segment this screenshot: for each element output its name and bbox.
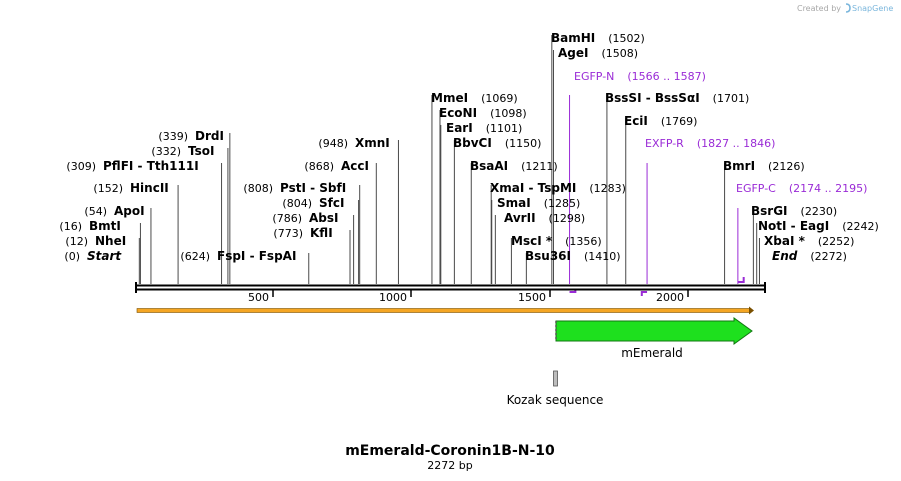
site-position: (1211): [521, 160, 558, 173]
site-position: (1769): [661, 115, 698, 128]
site-position: (808): [243, 182, 273, 195]
site-position: (2242): [842, 220, 879, 233]
site-labels: (0) Start(12) NheI (16) BmtI(54) ApoI (152) Hin…: [59, 31, 878, 263]
site-name: SmaI: [497, 196, 531, 210]
snapgene-logo-icon: [845, 3, 851, 13]
site-position: (1150): [505, 137, 542, 150]
site-name: FspI - FspAI: [217, 249, 296, 263]
site-name: AbsI: [309, 211, 338, 225]
site-name: NheI: [95, 234, 126, 248]
site-position: (1508): [601, 47, 638, 60]
primer-name: EXFP-R: [645, 137, 684, 150]
tick-label: 1500: [518, 291, 546, 304]
site-name: AccI: [341, 159, 369, 173]
site-position: (1101): [486, 122, 523, 135]
primer-mark: [640, 291, 648, 296]
site-name: BsaAI: [470, 159, 508, 173]
site-name: PstI - SbfI: [280, 181, 346, 195]
primer-range: (1566 .. 1587): [627, 70, 706, 83]
site-position: (948): [318, 137, 348, 150]
site-position: (152): [93, 182, 123, 195]
site-position: (12): [65, 235, 88, 248]
feature-memerald[interactable]: [555, 317, 753, 345]
site-position: (1502): [608, 32, 645, 45]
site-name: XmaI - TspMI: [490, 181, 576, 195]
site-name: NotI - EagI: [758, 219, 829, 233]
primer-name: EGFP-N: [574, 70, 614, 83]
site-position: (1356): [565, 235, 602, 248]
site-position: (1701): [713, 92, 750, 105]
feature-label: Kozak sequence: [507, 393, 604, 407]
map-length: 2272 bp: [427, 459, 472, 472]
tick-label: 500: [248, 291, 269, 304]
site-position: (2230): [801, 205, 838, 218]
site-position: (786): [272, 212, 302, 225]
site-position: (773): [273, 227, 303, 240]
site-position: (1410): [584, 250, 621, 263]
site-name: End: [772, 249, 798, 263]
tick-label: 1000: [379, 291, 407, 304]
site-name: MscI *: [511, 234, 553, 248]
site-name: HincII: [130, 181, 169, 195]
site-position: (1069): [481, 92, 518, 105]
site-position: (0): [64, 250, 80, 263]
site-position: (332): [151, 145, 181, 158]
orf-arrow[interactable]: [136, 306, 754, 315]
site-name: AvrII: [504, 211, 536, 225]
site-position: (624): [180, 250, 210, 263]
site-position: (1098): [490, 107, 527, 120]
site-name: ApoI: [114, 204, 145, 218]
primer-mark: [737, 277, 745, 283]
feature-label: mEmerald: [621, 346, 683, 360]
site-name: PflFI - Tth111I: [103, 159, 199, 173]
primer-mark: [569, 290, 577, 293]
site-position: (54): [84, 205, 107, 218]
site-name: XbaI *: [764, 234, 806, 248]
site-position: (868): [304, 160, 334, 173]
site-name: BmrI: [723, 159, 755, 173]
tick-label: 2000: [656, 291, 684, 304]
primer-range: (2174 .. 2195): [789, 182, 868, 195]
site-name: Bsu36I: [525, 249, 571, 263]
credit-text: Created by: [797, 4, 841, 13]
site-name: BssSI - BssSαI: [605, 91, 700, 105]
site-name: BmtI: [89, 219, 121, 233]
site-name: EarI: [446, 121, 473, 135]
map-title: mEmerald-Coronin1B-N-10: [345, 443, 555, 459]
site-name: BsrGI: [751, 204, 788, 218]
leader-lines: [138, 35, 760, 296]
site-position: (2272): [810, 250, 847, 263]
site-position: (1298): [549, 212, 586, 225]
site-name: SfcI: [319, 196, 344, 210]
primer-range: (1827 .. 1846): [697, 137, 776, 150]
site-position: (339): [158, 130, 188, 143]
site-position: (1285): [544, 197, 581, 210]
feature-kozak[interactable]: [553, 370, 558, 387]
backbone-inner: [136, 286, 765, 289]
site-position: (2252): [818, 235, 855, 248]
site-name: BamHI: [551, 31, 595, 45]
site-position: (804): [282, 197, 312, 210]
site-position: (1283): [589, 182, 626, 195]
site-name: KflI: [310, 226, 333, 240]
site-name: DrdI: [195, 129, 224, 143]
primer-name: EGFP-C: [736, 182, 776, 195]
ruler: 500 1000 1500 2000: [248, 290, 689, 304]
site-name: BbvCI: [453, 136, 492, 150]
site-name: AgeI: [558, 46, 588, 60]
site-name: Start: [87, 249, 122, 263]
credit-brand: SnapGene: [852, 4, 893, 13]
site-position: (16): [59, 220, 82, 233]
site-position: (309): [66, 160, 96, 173]
site-name: EciI: [624, 114, 648, 128]
site-name: EcoNI: [439, 106, 477, 120]
site-name: MmeI: [431, 91, 468, 105]
site-name: TsoI: [188, 144, 214, 158]
site-name: XmnI: [355, 136, 390, 150]
site-position: (2126): [768, 160, 805, 173]
